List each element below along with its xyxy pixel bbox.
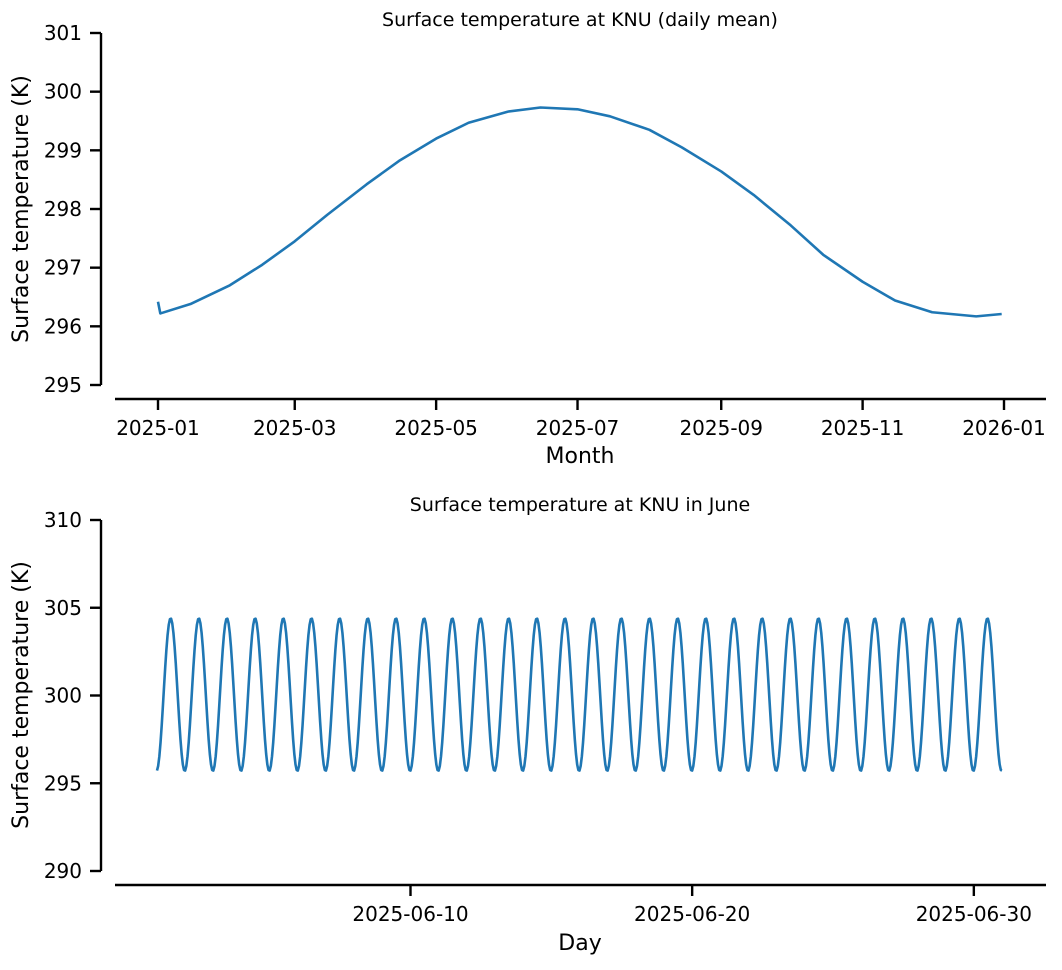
y-tick-label: 301 <box>44 21 82 45</box>
y-tick-label: 295 <box>44 373 82 397</box>
chart-annual: Surface temperature at KNU (daily mean) … <box>9 9 1046 469</box>
y-tick-label: 298 <box>44 197 82 221</box>
y-axis-label: Surface temperature (K) <box>9 561 34 829</box>
x-axis-label: Day <box>558 931 601 956</box>
y-tick-label: 296 <box>44 314 82 338</box>
chart-june: Surface temperature at KNU in June 29029… <box>9 494 1046 956</box>
x-tick-label: 2026-01 <box>962 416 1046 440</box>
series-line <box>156 106 1002 318</box>
y-axis-label: Surface temperature (K) <box>9 75 34 343</box>
x-tick-label: 2025-06-30 <box>916 902 1032 926</box>
y-tick-label: 300 <box>44 684 82 708</box>
x-tick-label: 2025-09 <box>679 416 763 440</box>
chart-title: Surface temperature at KNU (daily mean) <box>382 9 778 31</box>
y-ticks: 290 295 300 305 310 <box>44 508 101 883</box>
x-tick-label: 2025-03 <box>253 416 337 440</box>
y-tick-label: 305 <box>44 596 82 620</box>
y-tick-label: 290 <box>44 859 82 883</box>
y-tick-label: 299 <box>44 138 82 162</box>
y-tick-label: 310 <box>44 508 82 532</box>
y-tick-label: 295 <box>44 771 82 795</box>
x-ticks: 2025-06-10 2025-06-20 2025-06-30 <box>352 885 1032 926</box>
y-tick-label: 300 <box>44 80 82 104</box>
x-tick-label: 2025-01 <box>116 416 200 440</box>
y-ticks: 295 296 297 298 299 300 301 <box>44 21 101 397</box>
x-tick-label: 2025-11 <box>821 416 905 440</box>
x-axis-label: Month <box>546 444 615 469</box>
x-tick-label: 2025-06-10 <box>352 902 468 926</box>
series-line <box>155 617 1003 772</box>
x-tick-label: 2025-06-20 <box>634 902 750 926</box>
chart-title: Surface temperature at KNU in June <box>410 494 750 516</box>
x-tick-label: 2025-05 <box>394 416 478 440</box>
x-ticks: 2025-01 2025-03 2025-05 2025-07 2025-09 2025-… <box>116 399 1046 440</box>
y-tick-label: 297 <box>44 256 82 280</box>
x-tick-label: 2025-07 <box>536 416 620 440</box>
